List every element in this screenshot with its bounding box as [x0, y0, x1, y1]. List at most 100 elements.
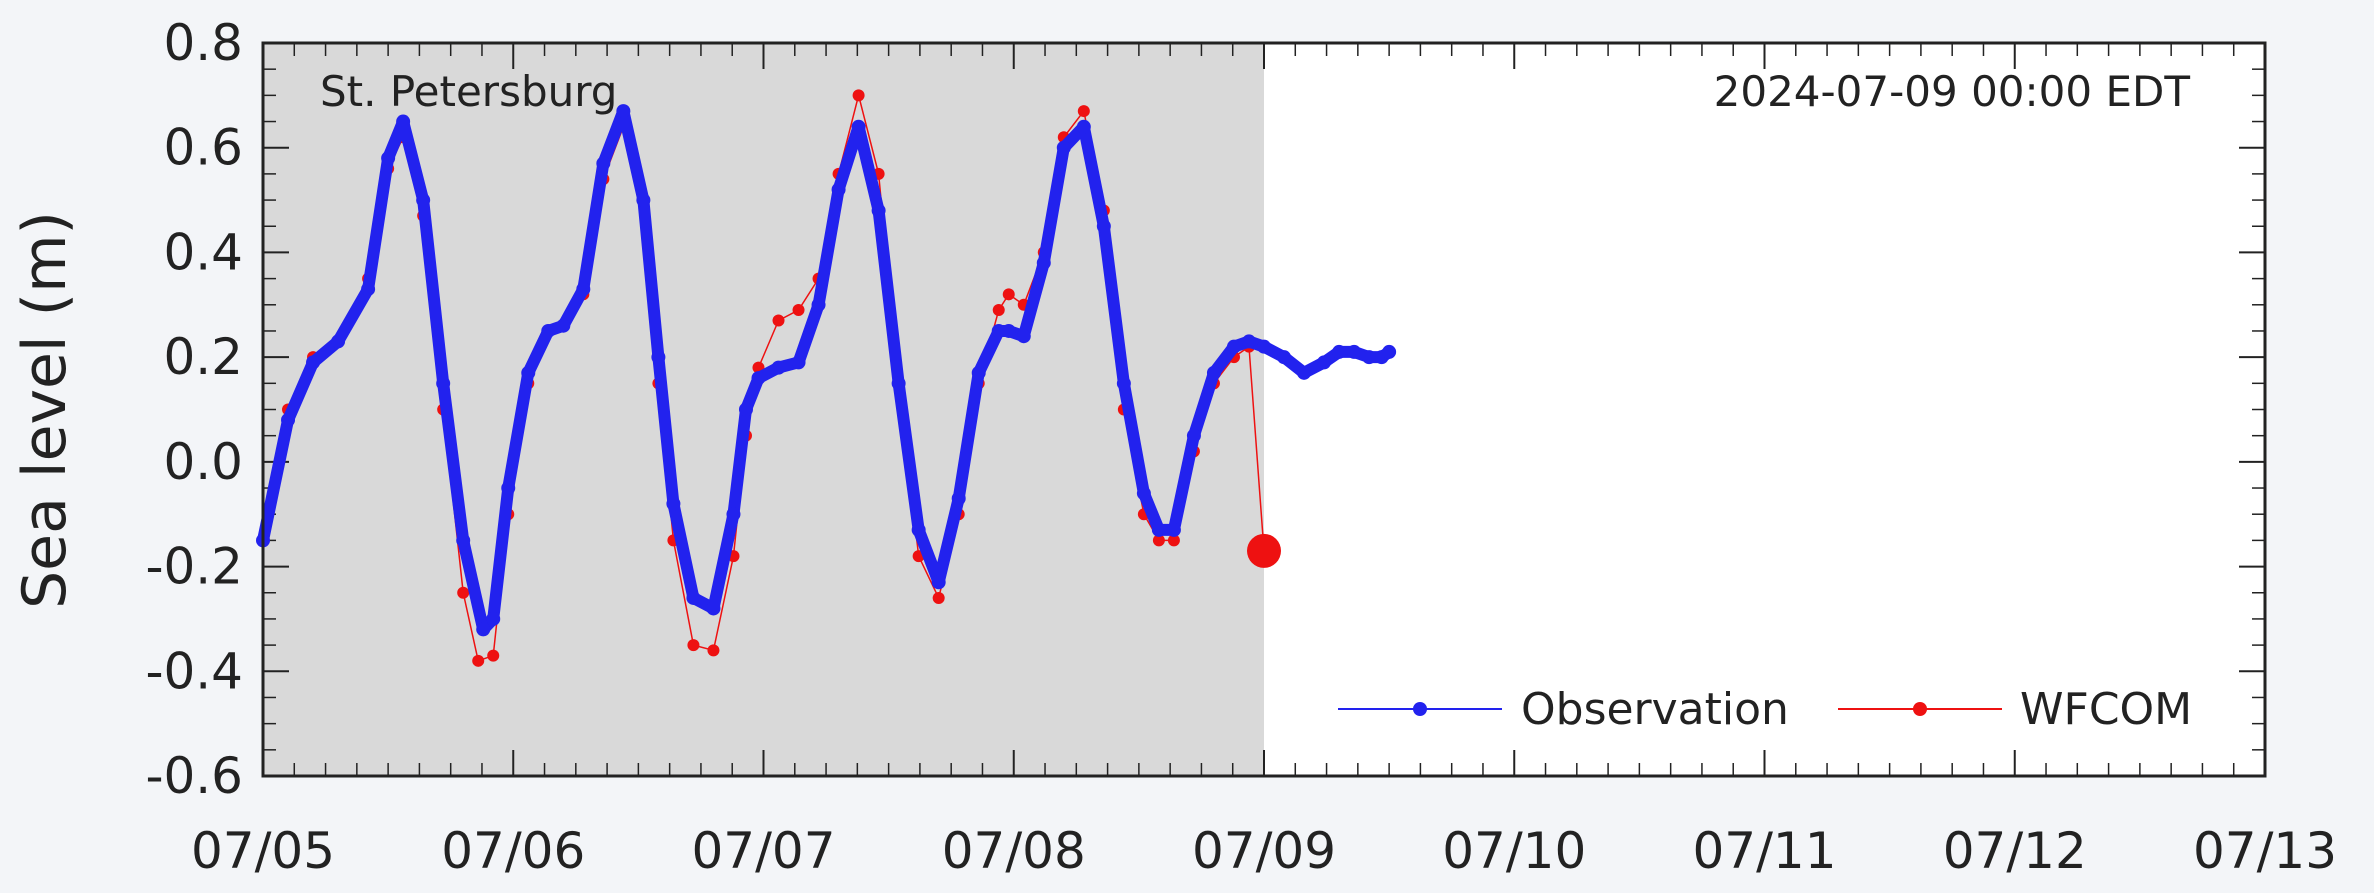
legend-observation-label: Observation — [1521, 684, 1789, 735]
legend: Observation WFCOM — [1338, 684, 2192, 735]
wfcom-point — [457, 586, 470, 599]
wfcom-point — [1077, 105, 1090, 118]
observation-point — [436, 376, 451, 391]
observation-point — [361, 282, 376, 297]
observation-point — [576, 282, 591, 297]
wfcom-point — [772, 314, 785, 327]
observation-point — [1362, 350, 1377, 365]
y-tick-label: -0.4 — [145, 642, 243, 700]
y-tick-label: 0.8 — [163, 14, 243, 72]
wfcom-point — [1167, 534, 1180, 547]
observation-point — [1277, 350, 1292, 365]
observation-point — [1036, 255, 1051, 270]
wfcom-point — [792, 304, 805, 317]
observation-point — [931, 575, 946, 590]
observation-point — [1241, 334, 1256, 349]
observation-point — [521, 365, 536, 380]
observation-point — [1136, 486, 1151, 501]
wfcom-point — [707, 644, 720, 657]
observation-point — [596, 156, 611, 171]
observation-point — [1382, 344, 1397, 359]
observation-point — [476, 622, 491, 637]
observation-point — [1076, 119, 1091, 134]
wfcom-point — [1002, 288, 1015, 301]
axis-ticks: 07/05 07/06 07/07 07/08 07/09 07/10 07/11 07/12… — [145, 14, 2337, 880]
observation-point — [791, 355, 806, 370]
wfcom-point — [1152, 534, 1165, 547]
y-tick-label: 0.0 — [163, 433, 243, 491]
legend-wfcom-label: WFCOM — [2020, 684, 2192, 735]
x-tick-label: 07/09 — [1192, 822, 1336, 880]
timestamp-label: 2024-07-09 00:00 EDT — [1714, 67, 2191, 116]
y-tick-label: 0.6 — [163, 119, 243, 177]
x-tick-label: 07/07 — [691, 822, 835, 880]
observation-point — [381, 151, 396, 166]
observation-point — [1347, 344, 1362, 359]
observation-point — [771, 360, 786, 375]
observation-point — [751, 371, 766, 386]
plot-frame — [261, 41, 2267, 778]
wfcom-point — [932, 591, 945, 604]
wfcom-point — [487, 649, 500, 662]
observation-point — [1151, 522, 1166, 537]
observation-point — [811, 297, 826, 312]
observation-point — [911, 522, 926, 537]
observation-point — [281, 412, 296, 427]
observation-point — [486, 611, 501, 626]
legend-wfcom-marker — [1913, 702, 1927, 716]
observation-point — [871, 203, 886, 218]
observation-point — [851, 119, 866, 134]
y-tick-label: -0.2 — [145, 538, 243, 596]
series-layer — [256, 89, 1397, 667]
current-time-marker — [1247, 533, 1281, 568]
observation-point — [706, 601, 721, 616]
x-tick-label: 07/13 — [2193, 822, 2337, 880]
observation-point — [1317, 355, 1332, 370]
observation-point — [416, 193, 431, 208]
observation-point — [616, 104, 631, 119]
observation-point — [636, 193, 651, 208]
observation-point — [1166, 522, 1181, 537]
observation-point — [666, 496, 681, 511]
observation-point — [726, 507, 741, 522]
observation-point — [991, 323, 1006, 338]
observation-point — [686, 590, 701, 605]
observation-point — [971, 365, 986, 380]
y-axis-label: Sea level (m) — [10, 211, 80, 609]
x-tick-label: 07/11 — [1692, 822, 1836, 880]
observation-point — [1257, 339, 1271, 354]
x-tick-label: 07/08 — [942, 822, 1086, 880]
observation-point — [951, 491, 966, 506]
x-tick-label: 07/06 — [441, 822, 585, 880]
wfcom-point — [687, 639, 700, 652]
observation-point — [541, 323, 556, 338]
wfcom-point — [992, 304, 1005, 317]
x-tick-label: 07/12 — [1943, 822, 2087, 880]
observation-point — [1226, 339, 1241, 354]
observation-point — [331, 334, 346, 349]
station-label: St. Petersburg — [320, 67, 617, 116]
wfcom-point — [852, 89, 865, 102]
observation-point — [1016, 329, 1031, 344]
observation-point — [1116, 376, 1131, 391]
y-tick-label: -0.6 — [145, 747, 243, 805]
x-tick-label: 07/05 — [191, 822, 335, 880]
observation-point — [501, 481, 516, 496]
observation-point — [396, 114, 411, 129]
wfcom-point — [472, 654, 485, 667]
y-tick-label: 0.2 — [163, 328, 243, 386]
y-tick-label: 0.4 — [163, 223, 243, 281]
observation-point — [456, 533, 471, 548]
legend-observation-marker — [1413, 702, 1427, 716]
observation-point — [651, 350, 666, 365]
observation-point — [1096, 219, 1111, 234]
observation-point — [831, 182, 846, 197]
observation-point — [556, 318, 571, 333]
observation-point — [1001, 323, 1016, 338]
observation-point — [1332, 344, 1347, 359]
x-tick-label: 07/10 — [1442, 822, 1586, 880]
observation-point — [306, 355, 321, 370]
observation-point — [738, 402, 753, 417]
